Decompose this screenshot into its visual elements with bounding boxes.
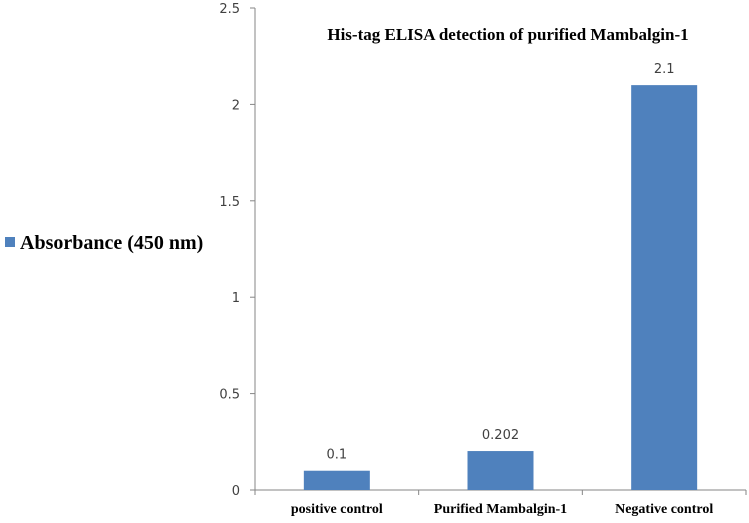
y-tick-label: 0: [232, 484, 240, 499]
y-tick-label: 0.5: [219, 388, 240, 403]
bars: [303, 85, 698, 491]
data-labels: 0.1 0.202 2.1: [326, 62, 674, 463]
y-tick-label: 2: [232, 98, 240, 113]
y-tick-labels: 0 0.5 1 1.5 2 2.5: [219, 2, 255, 499]
legend-swatch: [5, 237, 15, 247]
data-label: 0.1: [326, 448, 347, 463]
category-label: Purified Mambalgin-1: [434, 502, 567, 517]
y-tick-label: 1: [232, 291, 240, 306]
y-tick-label: 2.5: [219, 2, 240, 17]
category-label: positive control: [291, 502, 383, 517]
data-label: 0.202: [482, 428, 519, 443]
legend-label: Absorbance (450 nm): [20, 232, 203, 254]
bar: [303, 470, 370, 490]
y-tick-label: 1.5: [219, 195, 240, 210]
x-tick-marks: [254, 490, 747, 495]
bar: [467, 451, 534, 490]
category-labels: positive control Purified Mambalgin-1 Nega…: [291, 502, 713, 517]
bar: [631, 85, 698, 491]
category-label: Negative control: [615, 502, 713, 517]
chart-title: His-tag ELISA detection of purified Mamb…: [327, 25, 688, 44]
data-label: 2.1: [654, 62, 675, 77]
legend: Absorbance (450 nm): [5, 232, 203, 254]
